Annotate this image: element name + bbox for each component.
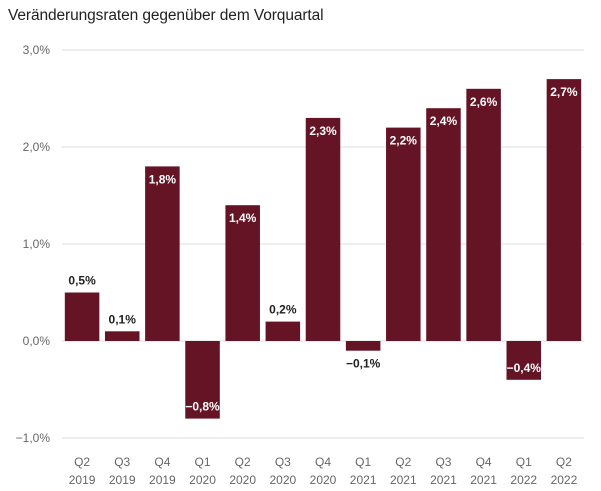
- bar: [225, 205, 260, 341]
- x-tick-label-year: 2020: [189, 473, 216, 487]
- x-tick-label-quarter: Q3: [275, 455, 291, 469]
- data-label: 2,3%: [309, 124, 337, 138]
- x-tick-label-year: 2020: [269, 473, 296, 487]
- chart-title: Veränderungsraten gegenüber dem Vorquart…: [8, 7, 324, 24]
- x-tick-label-quarter: Q1: [355, 455, 371, 469]
- data-label: 1,4%: [229, 211, 257, 225]
- data-label: 2,7%: [550, 85, 578, 99]
- x-tick-label-quarter: Q2: [235, 455, 251, 469]
- x-tick-label-quarter: Q3: [114, 455, 130, 469]
- x-tick-label-quarter: Q4: [315, 455, 331, 469]
- bar: [506, 341, 542, 380]
- bar: [185, 341, 220, 419]
- x-tick-label-quarter: Q3: [435, 455, 451, 469]
- x-tick-label-year: 2021: [350, 473, 377, 487]
- x-tick-label-year: 2021: [390, 473, 417, 487]
- data-label: 0,1%: [109, 312, 137, 326]
- bar: [546, 79, 582, 341]
- x-tick-label-year: 2019: [69, 473, 96, 487]
- data-label: −0,1%: [346, 357, 381, 371]
- bar: [104, 331, 140, 341]
- data-label: −0,8%: [185, 400, 220, 414]
- data-label: 2,2%: [390, 134, 418, 148]
- data-label: 1,8%: [149, 172, 177, 186]
- x-tick-label-year: 2019: [109, 473, 136, 487]
- bar: [145, 166, 180, 341]
- bar: [426, 108, 461, 341]
- x-tick-label-quarter: Q1: [516, 455, 532, 469]
- data-label: −0,4%: [507, 361, 542, 375]
- x-tick-label-quarter: Q4: [154, 455, 170, 469]
- data-label: 0,2%: [269, 303, 297, 317]
- bar: [265, 321, 301, 341]
- bar: [345, 341, 381, 351]
- x-tick-label-quarter: Q2: [556, 455, 572, 469]
- bar: [466, 88, 501, 341]
- y-tick-label: 0,0%: [23, 334, 51, 348]
- x-tick-label-year: 2022: [510, 473, 537, 487]
- y-tick-label: −1,0%: [16, 431, 51, 445]
- data-label: 2,6%: [470, 95, 498, 109]
- bar: [305, 117, 341, 342]
- y-tick-label: 3,0%: [23, 43, 51, 57]
- x-tick-label-quarter: Q4: [476, 455, 492, 469]
- x-tick-label-quarter: Q2: [74, 455, 90, 469]
- x-tick-label-year: 2021: [470, 473, 497, 487]
- x-tick-label-year: 2021: [430, 473, 457, 487]
- bar: [386, 127, 421, 341]
- y-tick-label: 1,0%: [23, 237, 51, 251]
- data-label: 0,5%: [68, 274, 96, 288]
- x-tick-label-year: 2019: [149, 473, 176, 487]
- data-label: 2,4%: [430, 114, 458, 128]
- bar: [64, 292, 100, 341]
- x-tick-label-year: 2020: [310, 473, 337, 487]
- x-tick-label-year: 2022: [551, 473, 578, 487]
- x-tick-label-quarter: Q1: [195, 455, 211, 469]
- x-tick-label-year: 2020: [229, 473, 256, 487]
- x-tick-label-quarter: Q2: [395, 455, 411, 469]
- y-tick-label: 2,0%: [23, 140, 51, 154]
